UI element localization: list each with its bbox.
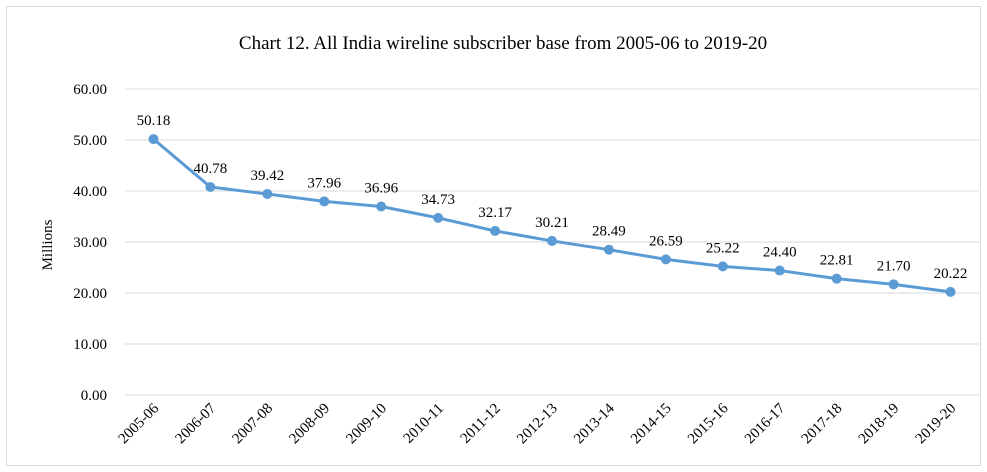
data-point <box>603 244 614 255</box>
data-point <box>148 134 159 145</box>
data-point <box>831 273 842 284</box>
x-tick-label: 2010-11 <box>401 401 447 447</box>
data-label: 36.96 <box>364 181 398 197</box>
y-axis-label: Millions <box>40 219 56 270</box>
data-point <box>945 286 956 297</box>
x-tick-label: 2017-18 <box>799 401 846 448</box>
data-label: 32.17 <box>478 205 512 221</box>
data-point <box>888 279 899 290</box>
x-tick-label: 2013-14 <box>571 400 618 447</box>
data-label: 50.18 <box>137 113 171 129</box>
data-point <box>433 212 444 223</box>
y-axis-ticks: 0.00 10.00 20.00 30.00 40.00 50.00 60.00 <box>73 82 107 404</box>
data-label: 37.96 <box>307 175 341 191</box>
data-label: 28.49 <box>592 224 626 240</box>
data-label: 40.78 <box>194 161 228 177</box>
x-tick-label: 2015-16 <box>685 400 732 447</box>
line-chart: Chart 12. All India wireline subscriber … <box>40 33 979 447</box>
x-tick-label: 2011-12 <box>458 401 504 447</box>
data-label: 22.81 <box>820 253 854 269</box>
data-label: 24.40 <box>763 245 797 261</box>
x-tick-label: 2016-17 <box>742 400 789 447</box>
x-tick-label: 2019-20 <box>913 401 960 448</box>
y-tick-label: 30.00 <box>73 235 107 251</box>
y-tick-label: 20.00 <box>73 286 107 302</box>
x-tick-label: 2005-06 <box>116 400 163 447</box>
y-tick-label: 60.00 <box>73 82 107 98</box>
data-point <box>376 201 387 212</box>
data-point <box>660 254 671 265</box>
data-point <box>490 225 501 236</box>
data-point <box>547 235 557 246</box>
data-label: 30.21 <box>535 215 569 231</box>
y-tick-label: 0.00 <box>81 388 107 404</box>
data-label: 26.59 <box>649 233 683 249</box>
data-point <box>205 182 216 193</box>
x-tick-label: 2008-09 <box>286 401 333 448</box>
data-point <box>774 265 785 276</box>
x-tick-label: 2012-13 <box>514 401 561 448</box>
y-tick-label: 40.00 <box>73 184 107 200</box>
data-label: 21.70 <box>877 258 911 274</box>
chart-frame: Chart 12. All India wireline subscriber … <box>6 6 981 466</box>
x-tick-label: 2014-15 <box>628 401 675 448</box>
x-axis-ticks: 2005-06 2006-07 2007-08 2008-09 2009-10 2010-… <box>116 400 960 447</box>
y-tick-label: 50.00 <box>73 133 107 149</box>
series <box>148 134 956 297</box>
x-tick-label: 2009-10 <box>343 401 390 448</box>
chart-title: Chart 12. All India wireline subscriber … <box>239 33 767 54</box>
data-point <box>717 261 728 272</box>
x-tick-label: 2007-08 <box>229 401 276 448</box>
data-labels: 50.18 40.78 39.42 37.96 36.96 34.73 32.17 30.21… <box>137 113 968 282</box>
x-tick-label: 2006-07 <box>173 400 220 447</box>
data-point <box>262 188 273 199</box>
data-label: 20.22 <box>934 266 968 282</box>
data-point <box>319 196 330 207</box>
data-label: 25.22 <box>706 240 740 256</box>
data-label: 39.42 <box>250 168 284 184</box>
y-tick-label: 10.00 <box>73 337 107 353</box>
x-tick-label: 2018-19 <box>856 401 903 448</box>
data-label: 34.73 <box>421 192 455 208</box>
